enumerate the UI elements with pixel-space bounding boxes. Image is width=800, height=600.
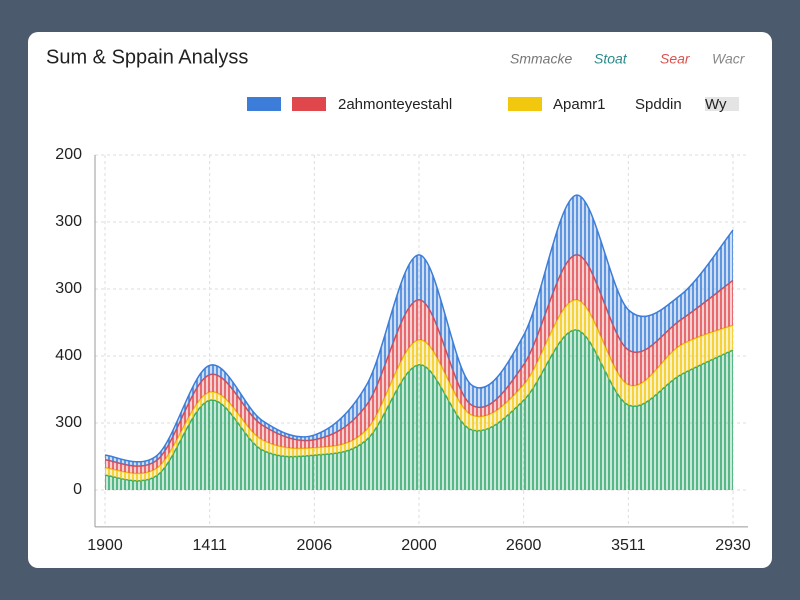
legend-label: Spddin [635,96,682,113]
x-tick-label: 3511 [611,537,646,554]
header-link: Stoat [594,51,628,67]
y-tick-label: 300 [55,213,82,230]
y-tick-label: 200 [55,146,82,163]
x-tick-label: 1900 [87,537,123,554]
x-tick-label: 1411 [192,537,227,554]
y-tick-label: 300 [55,414,82,431]
legend-swatch [292,97,326,111]
chart-title: Sum & Sppain Analyss [46,46,248,68]
area [105,254,733,474]
legend-label: Wy [705,96,727,113]
header-link: Smmacke [510,51,572,67]
y-tick-label: 0 [73,481,82,498]
legend-swatch [705,97,739,111]
legend-label: Apamr1 [553,96,606,113]
header-link: Sear [660,51,691,67]
area [105,299,733,481]
x-tick-label: 2000 [401,537,437,554]
y-tick-label: 300 [55,280,82,297]
x-tick-label: 2930 [715,537,751,554]
header-link: Wacr [712,51,746,67]
area-edge [104,194,734,463]
legend-swatch [508,97,542,111]
x-tick-label: 2006 [297,537,333,554]
legend-swatch [247,97,281,111]
legend-label: 2ahmonteyestahl [338,96,452,113]
x-tick-label: 2600 [506,537,542,554]
y-tick-label: 400 [55,347,82,364]
